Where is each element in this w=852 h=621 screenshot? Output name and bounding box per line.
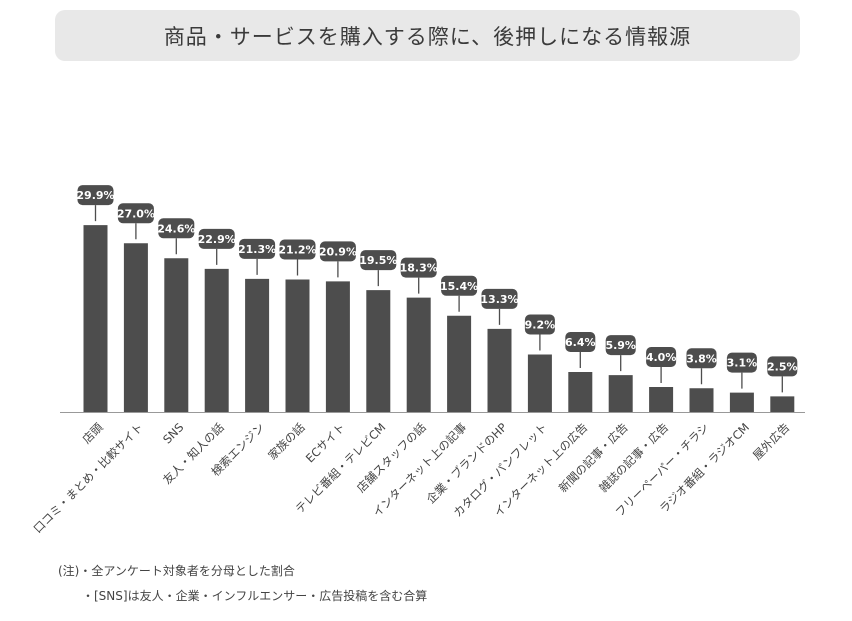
bar	[649, 387, 674, 412]
bar	[608, 375, 633, 412]
bar	[245, 278, 270, 412]
value-label: 3.8%	[686, 352, 717, 365]
value-label-box	[77, 185, 114, 206]
category-label: SNS	[160, 420, 186, 446]
value-label-box	[198, 228, 235, 249]
footnote-1: (注)・全アンケート対象者を分母とした割合	[58, 564, 295, 578]
bar	[83, 225, 108, 412]
bar	[729, 392, 754, 412]
value-label: 27.0%	[117, 207, 155, 220]
bar	[527, 354, 552, 412]
bars	[83, 225, 795, 412]
chart-title-box: 商品・サービスを購入する際に、後押しになる情報源	[55, 10, 800, 61]
value-label-box	[400, 257, 437, 278]
value-label-box	[117, 203, 154, 224]
bar	[406, 297, 431, 412]
value-label: 4.0%	[646, 351, 677, 364]
value-label-box	[279, 239, 316, 260]
bar	[164, 258, 189, 412]
bar	[366, 290, 391, 412]
value-label: 24.6%	[157, 222, 195, 235]
value-label-box	[239, 238, 276, 259]
category-label: 雑誌の記事・広告	[596, 420, 671, 495]
value-label: 2.5%	[767, 360, 798, 373]
value-label: 15.4%	[440, 280, 478, 293]
bar	[325, 281, 350, 412]
bar	[568, 372, 593, 412]
value-label: 13.3%	[480, 293, 518, 306]
bar	[285, 279, 310, 412]
footnote-2: ・[SNS]は友人・企業・インフルエンサー・広告投稿を含む合算	[82, 589, 428, 603]
chart-title: 商品・サービスを購入する際に、後押しになる情報源	[163, 24, 692, 49]
value-label-box	[726, 352, 757, 373]
value-label: 20.9%	[319, 245, 357, 258]
category-label: 家族の話	[265, 420, 308, 463]
value-labels: 29.9%27.0%24.6%22.9%21.3% 21.2% 20.9%19.5%…	[76, 185, 798, 393]
value-label-box	[686, 348, 717, 369]
bar	[487, 328, 512, 412]
value-label: 6.4%	[565, 336, 596, 349]
bar	[770, 396, 795, 412]
value-label-box	[360, 250, 397, 271]
value-label-box	[319, 241, 356, 262]
bar	[204, 268, 229, 412]
bar	[447, 315, 472, 412]
value-label: 29.9%	[76, 189, 114, 202]
value-label-box	[481, 288, 518, 309]
value-label-box	[441, 275, 478, 296]
value-label-box	[605, 335, 636, 356]
value-label-box	[524, 314, 555, 335]
value-label-box	[565, 332, 596, 352]
value-label: 18.3%	[400, 262, 438, 275]
value-label: 3.1%	[727, 357, 758, 370]
category-label: 店頭	[79, 420, 106, 447]
category-label: 店舗スタッフの話	[354, 420, 429, 495]
category-label: 新聞の記事・広告	[556, 420, 631, 495]
bar	[689, 388, 714, 412]
bar	[123, 243, 148, 412]
value-label: 19.5%	[359, 254, 397, 267]
value-label-box	[158, 218, 195, 239]
value-label: 21.3%	[238, 243, 276, 256]
value-label-box	[767, 356, 798, 377]
value-label: 5.9%	[605, 339, 636, 352]
value-label: 22.9%	[198, 233, 236, 246]
category-label: 屋外広告	[750, 420, 792, 462]
value-label: 9.2%	[525, 319, 556, 332]
value-label-box	[646, 347, 677, 367]
value-label: 21.2%	[278, 244, 316, 257]
